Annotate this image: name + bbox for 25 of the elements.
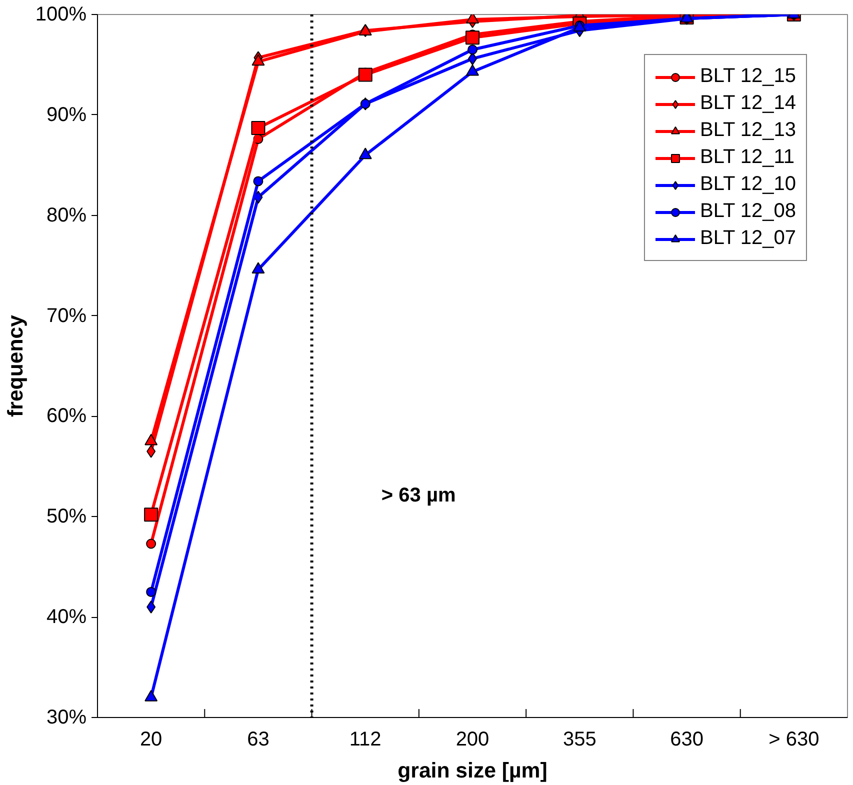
y-tick-label: 40% — [46, 606, 87, 628]
legend-label: BLT 12_10 — [700, 173, 796, 196]
x-tick-label: 20 — [140, 728, 162, 750]
x-tick-label: 355 — [562, 728, 596, 750]
legend-label: BLT 12_13 — [700, 119, 796, 142]
y-axis-title: frequency — [3, 314, 28, 417]
y-tick-label: 50% — [46, 506, 87, 528]
annotation: > 63 µm — [381, 484, 456, 507]
x-tick-label: 63 — [247, 728, 270, 750]
x-tick-label: 112 — [349, 728, 382, 750]
y-tick-label: 80% — [46, 204, 87, 226]
x-tick-label: 630 — [670, 728, 704, 750]
y-tick-label: 90% — [46, 104, 87, 126]
x-tick-label: 200 — [456, 728, 490, 750]
legend-label: BLT 12_08 — [700, 200, 796, 223]
legend-label: BLT 12_11 — [700, 146, 795, 169]
legend-label: BLT 12_07 — [700, 227, 796, 250]
y-tick-label: 100% — [35, 4, 87, 26]
y-tick-label: 60% — [46, 405, 87, 428]
legend-label: BLT 12_14 — [700, 92, 796, 115]
x-tick-label: > 630 — [768, 728, 820, 750]
x-axis-title: grain size [µm] — [398, 758, 548, 782]
y-tick-label: 70% — [46, 304, 87, 327]
y-tick-label: 30% — [46, 706, 87, 728]
legend-label: BLT 12_15 — [700, 65, 796, 88]
